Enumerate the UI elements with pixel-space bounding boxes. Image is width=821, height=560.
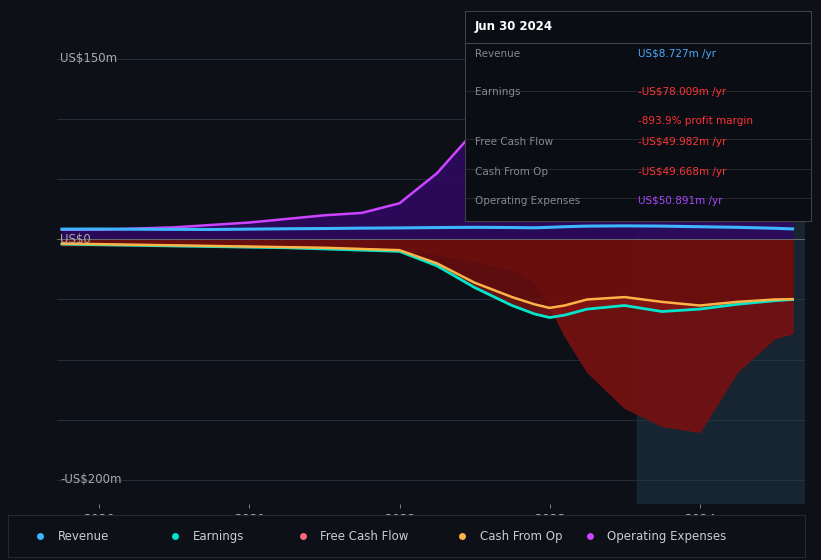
Text: Free Cash Flow: Free Cash Flow	[475, 137, 553, 147]
Text: Revenue: Revenue	[475, 49, 521, 59]
Text: Earnings: Earnings	[193, 530, 245, 543]
Text: Jun 30 2024: Jun 30 2024	[475, 20, 553, 32]
Text: Revenue: Revenue	[57, 530, 109, 543]
Text: Operating Expenses: Operating Expenses	[475, 196, 580, 206]
Text: Earnings: Earnings	[475, 87, 521, 97]
Text: US$150m: US$150m	[61, 53, 117, 66]
Text: -US$78.009m /yr: -US$78.009m /yr	[638, 87, 726, 97]
Text: Cash From Op: Cash From Op	[475, 167, 548, 176]
Text: Free Cash Flow: Free Cash Flow	[320, 530, 409, 543]
Text: -US$49.668m /yr: -US$49.668m /yr	[638, 167, 727, 176]
Text: -893.9% profit margin: -893.9% profit margin	[638, 116, 753, 126]
Text: -US$200m: -US$200m	[61, 473, 122, 487]
Text: -US$49.982m /yr: -US$49.982m /yr	[638, 137, 727, 147]
Bar	[636, 17, 805, 504]
Text: Operating Expenses: Operating Expenses	[607, 530, 727, 543]
Text: Cash From Op: Cash From Op	[479, 530, 562, 543]
Text: US$8.727m /yr: US$8.727m /yr	[638, 49, 716, 59]
Text: US$0: US$0	[61, 233, 91, 246]
Text: US$50.891m /yr: US$50.891m /yr	[638, 196, 722, 206]
